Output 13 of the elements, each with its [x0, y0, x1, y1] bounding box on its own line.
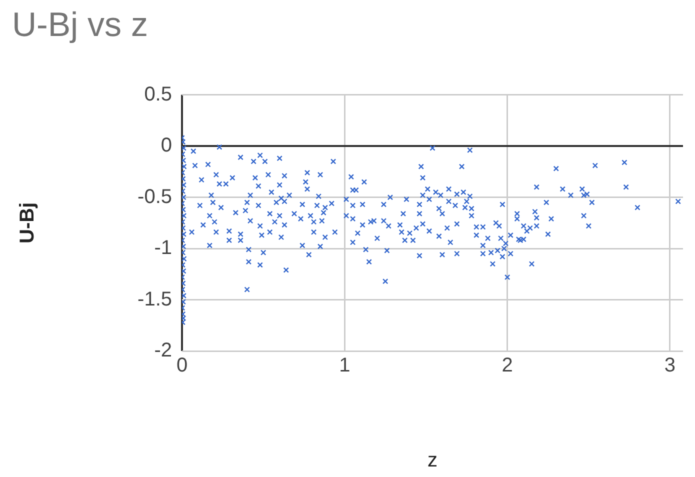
chart-title: U-Bj vs z: [12, 6, 148, 44]
x-tick-label: 3: [664, 354, 676, 377]
y-axis-title: U-Bj: [16, 202, 39, 244]
y-tick-label: -1: [154, 237, 172, 260]
y-tick-label: 0: [160, 134, 172, 157]
x-tick-label: 1: [339, 354, 350, 377]
y-tick-label: -1.5: [138, 288, 172, 310]
y-tick-label: 0.5: [144, 83, 172, 106]
y-tick-label: -2: [154, 340, 172, 362]
x-tick-label: 2: [502, 354, 513, 377]
x-tick-label: 0: [176, 354, 188, 377]
x-axis-title: z: [428, 450, 438, 472]
y-tick-label: -0.5: [138, 186, 172, 208]
